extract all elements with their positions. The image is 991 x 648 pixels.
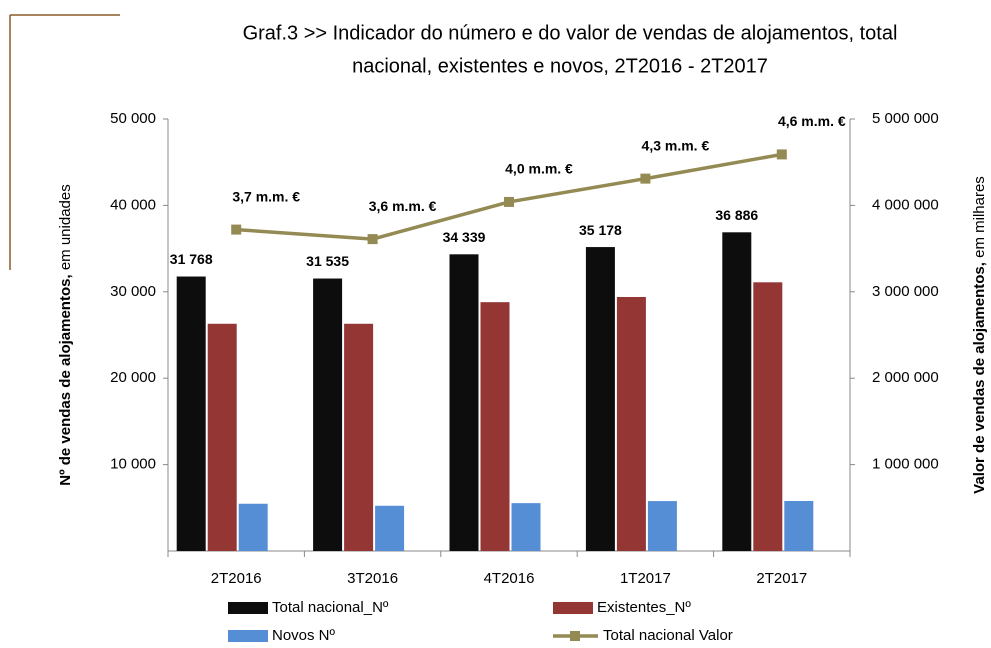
- bar: [176, 276, 206, 551]
- y-axis-label-normal: em unidades: [57, 184, 74, 270]
- bar: [585, 247, 615, 551]
- y-tick-label: 10 000: [110, 456, 156, 473]
- legend-label: Total nacional_Nº: [272, 599, 389, 616]
- legend-swatch: [570, 631, 580, 641]
- line-marker: [367, 234, 378, 245]
- y2-tick-label: 4 000 000: [872, 196, 939, 213]
- legend-swatch: [228, 602, 268, 614]
- y2-axis-label-bold: Valor de vendas de alojamentos,: [971, 262, 988, 494]
- y-tick-label: 40 000: [110, 196, 156, 213]
- y2-tick-label: 3 000 000: [872, 283, 939, 300]
- chart-title: nacional, existentes e novos, 2T2016 - 2…: [352, 55, 768, 77]
- line-marker: [504, 196, 514, 207]
- value-label: 3,7 m.m. €: [232, 188, 300, 204]
- bar: [511, 503, 541, 551]
- value-label: 3,6 m.m. €: [369, 198, 437, 214]
- bar: [784, 501, 814, 551]
- value-label: 35 178: [579, 222, 622, 238]
- chart-title: Graf.3 >> Indicador do número e do valor…: [243, 22, 898, 44]
- legend-label: Total nacional Valor: [603, 627, 733, 644]
- value-label: 34 339: [443, 229, 486, 245]
- x-tick-label: 2T2016: [211, 570, 262, 587]
- y-axis-label: Nº de vendas de alojamentos, em unidades: [57, 184, 74, 485]
- bar: [753, 282, 783, 551]
- y2-tick-label: 1 000 000: [872, 456, 939, 473]
- y2-axis-label: Valor de vendas de alojamentos, em milha…: [971, 176, 988, 494]
- value-label: 4,0 m.m. €: [505, 161, 573, 177]
- y-tick-label: 30 000: [110, 283, 156, 300]
- line-marker: [640, 173, 651, 184]
- legend-label: Novos Nº: [272, 627, 336, 644]
- bar: [449, 254, 479, 551]
- y-axis-label-bold: Nº de vendas de alojamentos,: [57, 274, 74, 485]
- x-tick-label: 2T2017: [756, 570, 807, 587]
- y2-axis-label-normal: em milhares: [971, 176, 988, 258]
- line-marker: [776, 149, 787, 160]
- y-tick-label: 20 000: [110, 369, 156, 386]
- y2-tick-label: 5 000 000: [872, 110, 939, 127]
- value-label: 4,3 m.m. €: [642, 137, 710, 153]
- legend-label: Existentes_Nº: [597, 599, 691, 616]
- bar: [722, 232, 752, 551]
- legend-swatch: [553, 602, 593, 614]
- bar: [344, 323, 374, 551]
- bar: [480, 302, 510, 551]
- bar: [207, 323, 237, 551]
- bar: [616, 296, 646, 551]
- bar: [313, 278, 343, 551]
- y2-tick-label: 2 000 000: [872, 369, 939, 386]
- x-tick-label: 4T2016: [484, 570, 535, 587]
- legend-swatch: [228, 630, 268, 642]
- x-tick-label: 3T2016: [347, 570, 398, 587]
- bar: [647, 501, 677, 551]
- line-marker: [231, 224, 242, 235]
- x-tick-label: 1T2017: [620, 570, 671, 587]
- bar: [238, 503, 268, 551]
- value-label: 4,6 m.m. €: [778, 113, 846, 129]
- bar: [375, 505, 405, 551]
- value-label: 36 886: [715, 207, 758, 223]
- y-tick-label: 50 000: [110, 110, 156, 127]
- value-label: 31 768: [170, 251, 213, 267]
- value-label: 31 535: [306, 253, 349, 269]
